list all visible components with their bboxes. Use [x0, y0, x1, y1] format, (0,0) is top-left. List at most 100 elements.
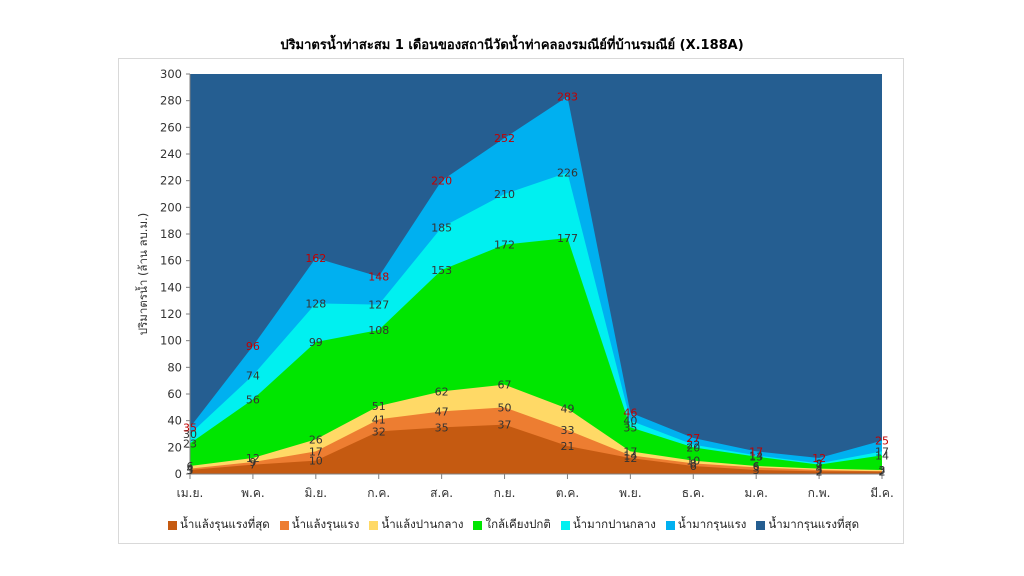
data-label: 37 [498, 419, 512, 432]
data-label: 35 [623, 421, 637, 434]
data-label: 67 [498, 379, 512, 392]
y-tick-label: 280 [160, 94, 182, 108]
legend-swatch [369, 520, 379, 530]
data-label: 10 [686, 455, 700, 468]
legend-label: น้ำแล้งปานกลาง [381, 517, 464, 531]
y-tick-label: 180 [160, 227, 182, 241]
legend-item: น้ำมากปานกลาง [560, 516, 656, 534]
y-tick-label: 160 [160, 254, 182, 268]
legend-label: น้ำมากปานกลาง [572, 517, 656, 531]
data-label: 47 [435, 405, 449, 418]
data-label: 41 [372, 413, 386, 426]
data-label: 3 [816, 464, 823, 477]
data-label: 14 [749, 449, 763, 462]
x-tick-label: ม.ค. [744, 486, 768, 500]
y-tick-label: 240 [160, 147, 182, 161]
data-label: 21 [560, 440, 574, 453]
y-tick-label: 0 [175, 467, 182, 481]
data-label: 2 [879, 465, 886, 478]
y-tick-label: 40 [167, 414, 182, 428]
data-label: 12 [623, 452, 637, 465]
data-label: 6 [187, 460, 194, 473]
x-tick-label: มี.ค. [870, 486, 894, 500]
data-label: 14 [875, 449, 889, 462]
data-label: 3 [187, 464, 194, 477]
data-label: 49 [560, 403, 574, 416]
legend-swatch [473, 520, 483, 530]
data-label: 17 [309, 445, 323, 458]
data-label: 14 [623, 449, 637, 462]
legend-item: ใกล้เคียงปกติ [473, 516, 551, 534]
legend-swatch [665, 520, 675, 530]
data-label: 2 [816, 465, 823, 478]
legend-item: น้ำแล้งรุนแรงที่สุด [168, 516, 270, 534]
y-tick-label: 220 [160, 174, 182, 188]
legend-swatch [279, 520, 289, 530]
y-tick-label: 80 [167, 360, 182, 374]
data-label: 23 [183, 437, 197, 450]
data-label: 172 [494, 239, 515, 252]
data-label: 12 [246, 452, 260, 465]
y-tick-label: 300 [160, 67, 182, 81]
legend-item: น้ำแล้งรุนแรง [279, 516, 360, 534]
legend-label: ใกล้เคียงปกติ [485, 517, 551, 531]
y-tick-label: 20 [167, 440, 182, 454]
y-tick-label: 100 [160, 334, 182, 348]
x-tick-label: พ.ย. [619, 486, 642, 500]
data-label: 96 [246, 340, 260, 353]
x-tick-label: ส.ค. [430, 486, 453, 500]
data-label: 17 [875, 445, 889, 458]
data-label: 210 [494, 188, 515, 201]
data-label: 6 [690, 460, 697, 473]
data-label: 148 [368, 271, 389, 284]
legend-label: น้ำแล้งรุนแรง [291, 517, 360, 531]
data-label: 283 [557, 91, 578, 104]
data-label: 2 [879, 465, 886, 478]
data-label: 4 [816, 463, 823, 476]
legend-item: น้ำแล้งปานกลาง [369, 516, 463, 534]
data-label: 5 [753, 461, 760, 474]
x-tick-label: ก.ย. [494, 486, 516, 500]
x-tick-label: เม.ย. [177, 486, 204, 500]
data-label: 128 [305, 297, 326, 310]
data-label: 46 [623, 407, 637, 420]
legend-swatch [756, 520, 766, 530]
data-label: 108 [368, 324, 389, 337]
data-label: 25 [875, 435, 889, 448]
y-tick-label: 60 [167, 387, 182, 401]
data-label: 26 [309, 433, 323, 446]
data-label: 10 [309, 455, 323, 468]
legend-label: น้ำมากรุนแรง [677, 517, 747, 531]
data-label: 40 [623, 415, 637, 428]
y-tick-label: 260 [160, 120, 182, 134]
legend: น้ำแล้งรุนแรงที่สุด น้ำแล้งรุนแรง น้ำแล้งป… [168, 515, 888, 535]
y-tick-label: 200 [160, 200, 182, 214]
data-label: 7 [816, 459, 823, 472]
y-tick-label: 140 [160, 280, 182, 294]
legend-label: น้ำแล้งรุนแรงที่สุด [180, 517, 270, 531]
data-label: 35 [435, 421, 449, 434]
x-tick-label: ธ.ค. [682, 486, 705, 500]
data-label: 9 [249, 456, 256, 469]
legend-label: น้ำมากรุนแรงที่สุด [768, 517, 860, 531]
data-label: 162 [305, 252, 326, 265]
data-label: 32 [372, 425, 386, 438]
data-label: 50 [498, 401, 512, 414]
data-label: 127 [368, 299, 389, 312]
area-series-0 [190, 424, 882, 474]
legend-item: น้ำมากรุนแรง [665, 516, 747, 534]
legend-swatch [168, 520, 177, 530]
data-label: 185 [431, 221, 452, 234]
data-label: 56 [246, 393, 260, 406]
data-label: 35 [183, 421, 197, 434]
data-label: 252 [494, 132, 515, 145]
data-label: 12 [812, 452, 826, 465]
legend-item: น้ำมากรุนแรงที่สุด [756, 516, 859, 534]
data-label: 177 [557, 232, 578, 245]
x-tick-label: พ.ค. [241, 486, 265, 500]
data-label: 27 [686, 432, 700, 445]
y-axis-label: ปริมาตรน้ำ (ล้าน ลบ.ม.) [135, 213, 150, 335]
data-label: 13 [749, 451, 763, 464]
data-label: 20 [686, 441, 700, 454]
